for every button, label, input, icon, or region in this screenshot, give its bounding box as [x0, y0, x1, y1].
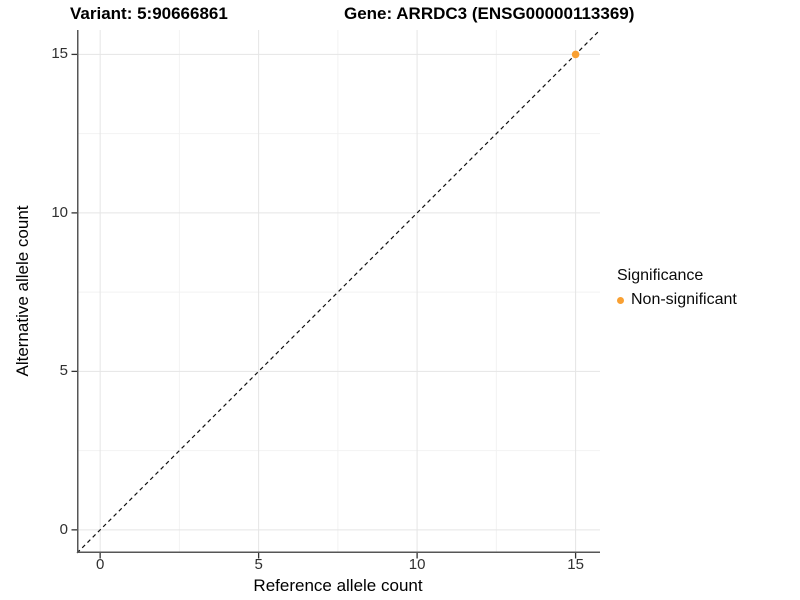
plot-title-variant: Variant: 5:90666861	[70, 4, 228, 23]
scatter-plot-canvas	[71, 29, 601, 559]
x-tick-label: 15	[567, 556, 584, 573]
plot-panel	[71, 29, 601, 559]
y-axis-title: Alternative allele count	[13, 205, 32, 377]
y-tick-label: 15	[51, 45, 68, 63]
x-tick-label: 5	[254, 556, 263, 573]
legend-title: Significance	[617, 267, 704, 284]
y-tick-label: 5	[59, 362, 68, 380]
legend-item-label: Non-significant	[631, 291, 737, 308]
plot-title-gene: Gene: ARRDC3 (ENSG00000113369)	[344, 4, 635, 23]
identity-reference-line	[76, 29, 601, 554]
legend: Significance Non-significant	[617, 267, 737, 309]
legend-items: Non-significant	[617, 291, 737, 309]
legend-item: Non-significant	[617, 291, 737, 309]
x-tick-label: 10	[408, 556, 426, 573]
y-tick-label: 0	[59, 520, 68, 538]
legend-key-dot-icon	[617, 296, 624, 304]
y-tick-label: 10	[51, 203, 68, 221]
data-point	[571, 50, 580, 59]
x-tick-label: 0	[95, 556, 105, 573]
x-axis-title: Reference allele count	[253, 576, 423, 595]
